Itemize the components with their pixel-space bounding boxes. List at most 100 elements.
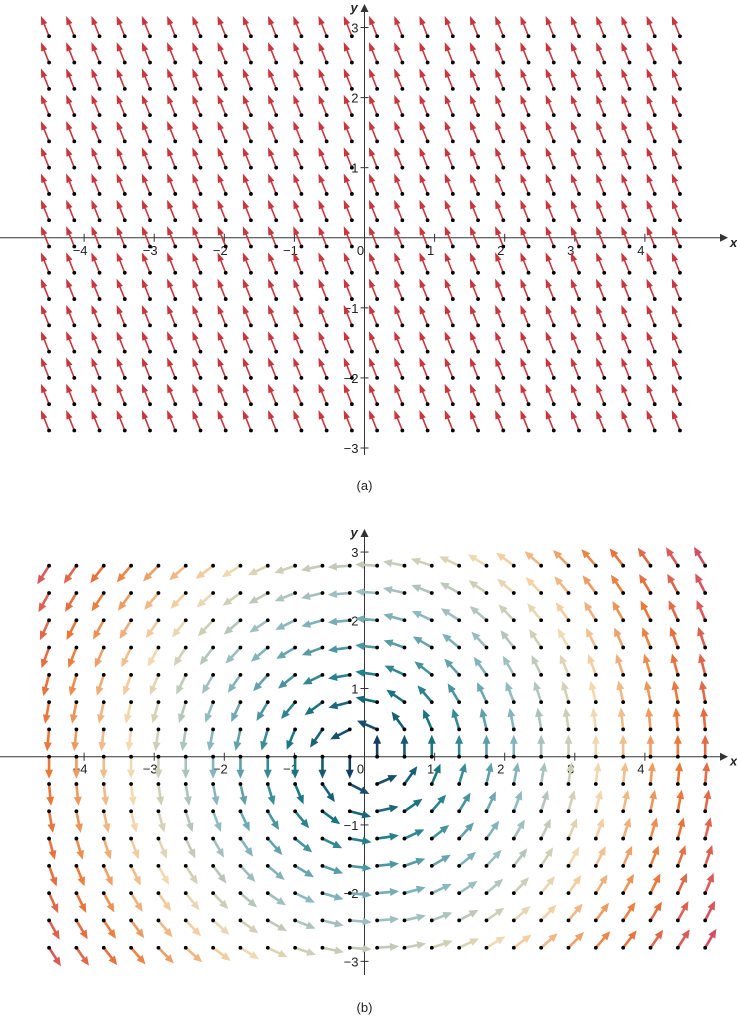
grid-point [349,218,354,223]
grid-point [375,86,380,91]
grid-point [320,809,325,814]
arrow-head [469,226,477,236]
vector-arrow [116,94,126,116]
grid-point [238,700,243,705]
grid-point [425,270,430,275]
vector-arrow [394,252,404,274]
grid-point [593,591,598,595]
grid-point [299,270,304,275]
vector-arrow [268,94,277,116]
grid-point [511,809,516,814]
grid-point [72,270,77,275]
grid-point [47,863,51,868]
grid-point [156,700,161,705]
arrow-head [616,680,625,691]
grid-point [652,323,657,328]
vector-arrow [321,810,341,825]
arrow-head [221,569,232,578]
grid-point [74,918,79,923]
grid-point [156,891,161,896]
vector-arrow [129,838,140,860]
arrow-head [610,574,620,585]
vector-arrow [554,576,570,594]
grid-point [347,809,352,814]
vector-arrow [590,707,599,730]
vector-arrow [293,94,303,116]
vector-arrow [121,646,133,668]
vector-arrow [377,915,400,924]
grid-point [400,86,405,91]
arrow-head [644,680,652,691]
grid-point [148,323,152,328]
vector-arrow [545,410,555,431]
grid-point [129,918,133,923]
grid-point [450,139,455,144]
arrow-head [242,147,250,157]
vector-arrow [141,278,151,300]
grid-point [101,645,106,650]
arrow-head [678,845,687,856]
grid-point [703,618,708,623]
vector-arrow [217,94,227,116]
arrow-head [596,304,603,315]
arrow-head [531,655,540,665]
vector-arrow [318,68,328,90]
arrow-head [91,410,98,420]
arrow-head [518,848,528,859]
vector-arrow [318,15,328,37]
vector-arrow [167,278,176,300]
vector-arrow [274,564,296,574]
vector-arrow [40,278,50,300]
vector-arrow [505,681,516,703]
grid-point [156,591,161,595]
vector-arrow [75,838,84,860]
grid-point [511,782,516,786]
grid-point [148,60,152,65]
grid-point [148,244,152,249]
vector-arrow [116,252,126,274]
arrow-head [595,789,603,800]
vector-arrow [373,734,382,757]
vector-arrow [149,674,160,696]
vector-arrow [458,851,477,867]
grid-point [274,244,279,249]
grid-point [402,563,407,568]
grid-point [47,918,51,923]
vector-arrow [90,564,105,584]
vector-arrow [616,680,625,703]
arrow-head [141,120,149,131]
grid-point [238,754,243,759]
grid-point [678,270,682,275]
vector-arrow [570,147,580,168]
grid-point [566,727,571,732]
grid-point [484,891,489,896]
vector-arrow [411,584,433,595]
vector-arrow [646,734,655,757]
arrow-head [143,572,153,582]
arrow-head [343,120,351,131]
vector-arrow [249,619,269,633]
vector-arrow [495,252,505,274]
vector-arrow [621,383,631,405]
grid-point [72,218,77,223]
vector-arrow [129,810,139,833]
vector-arrow [47,838,57,860]
vector-arrow [430,825,450,840]
arrow-head [412,636,423,645]
vector-arrow [192,199,202,221]
vector-arrow [102,892,115,913]
grid-point [577,192,581,196]
vector-arrow [570,278,580,300]
arrow-head [469,304,477,315]
arrow-head [570,252,578,262]
vector-arrow [675,762,684,785]
arrow-head [444,42,451,52]
grid-point [223,192,228,196]
grid-point [156,945,161,950]
grid-point [74,727,79,732]
arrow-head [469,173,477,184]
arrow-head [233,741,242,751]
arrow-head [545,331,552,341]
grid-point [47,754,51,759]
arrow-head [343,383,351,394]
